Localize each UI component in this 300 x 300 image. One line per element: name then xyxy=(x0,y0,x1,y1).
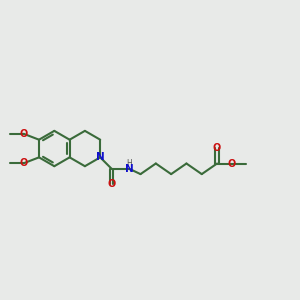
Text: N: N xyxy=(125,164,134,174)
Text: O: O xyxy=(20,129,28,139)
Text: O: O xyxy=(228,158,236,169)
Text: O: O xyxy=(20,158,28,168)
Text: N: N xyxy=(96,152,105,162)
Text: O: O xyxy=(213,143,221,153)
Text: H: H xyxy=(126,159,132,168)
Text: O: O xyxy=(107,179,116,189)
